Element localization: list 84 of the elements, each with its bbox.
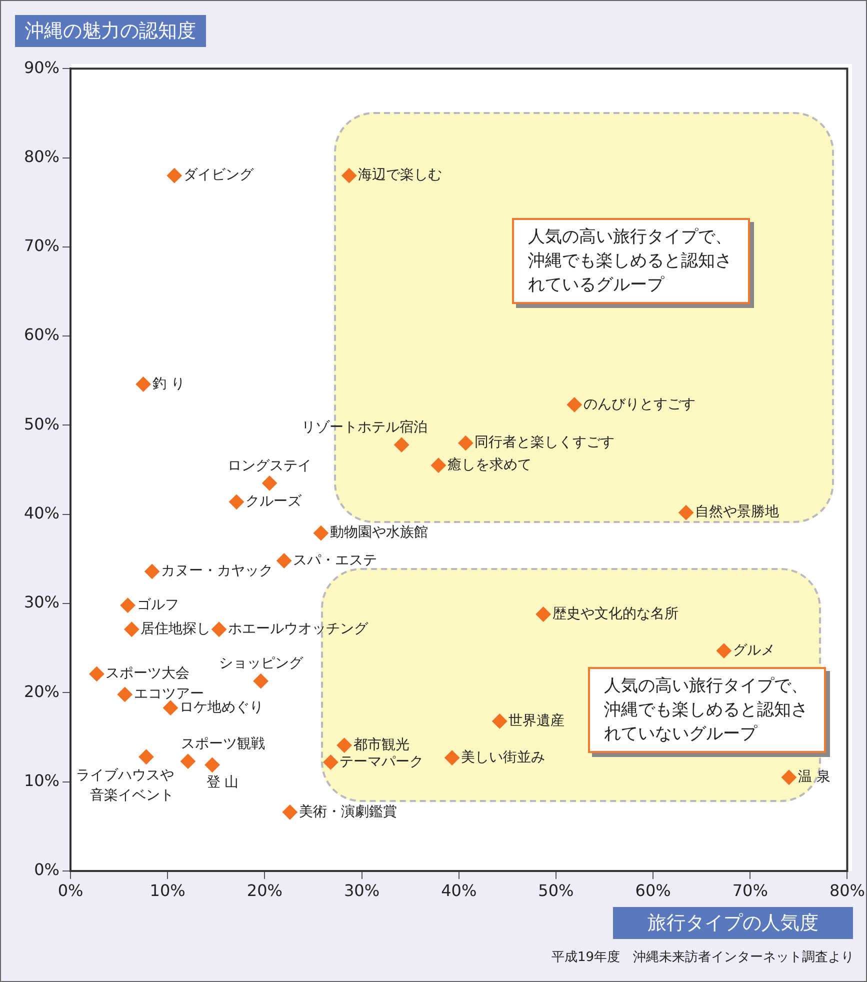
- point: [781, 770, 796, 785]
- x-tick-label: 0%: [58, 880, 84, 900]
- series-label: ホエールウオッチング: [228, 621, 370, 638]
- point: [492, 714, 508, 729]
- series-label: のんびりとすごす: [583, 396, 696, 412]
- point: [444, 750, 460, 766]
- point: [394, 437, 410, 452]
- annotation: 人気の高い旅行タイプで、沖縄でも楽しめると認知されていないグループ: [588, 667, 826, 753]
- series-label: スパ・エステ: [293, 552, 378, 568]
- series-label: ダイビング: [183, 167, 254, 184]
- y-tick-label: 0%: [34, 860, 60, 880]
- x-tick-label: 70%: [732, 880, 768, 900]
- x-tick-label: 20%: [246, 880, 282, 900]
- series-label: 動物園や水族館: [330, 524, 428, 541]
- series-label: 都市観光: [353, 736, 410, 753]
- series-label: 釣 り: [152, 376, 185, 392]
- point: [163, 700, 178, 716]
- point: [166, 168, 182, 184]
- series-label: スポーツ大会: [106, 666, 190, 682]
- y-tick-label: 40%: [24, 504, 60, 523]
- series-label: 海辺で楽しむ: [358, 167, 442, 184]
- y-tick-label: 70%: [24, 236, 60, 256]
- series-label: ロングステイ: [228, 458, 312, 474]
- point: [566, 397, 582, 412]
- point: [458, 436, 474, 451]
- series-label: スポーツ観戦: [180, 736, 265, 752]
- point: [136, 376, 151, 392]
- x-tick-label: 60%: [635, 880, 671, 900]
- series-label: 美術・演劇鑑賞: [298, 804, 397, 820]
- point: [120, 598, 136, 613]
- point: [430, 458, 446, 473]
- point: [282, 804, 298, 820]
- series-label: ライブハウスや音楽イベント: [76, 768, 174, 804]
- point: [204, 757, 220, 772]
- point: [313, 526, 328, 541]
- series-label: リゾートホテル宿泊: [302, 419, 428, 436]
- series-label: 歴史や文化的な名所: [552, 606, 678, 622]
- y-axis-title: 沖縄の魅力の認知度: [15, 15, 206, 47]
- y-tick-label: 50%: [24, 414, 60, 434]
- point: [180, 754, 196, 769]
- series-label: クルーズ: [246, 494, 303, 510]
- series-label: 癒しを求めて: [447, 456, 532, 473]
- x-tick-label: 80%: [829, 880, 865, 900]
- y-tick-label: 10%: [24, 771, 60, 790]
- point: [323, 754, 338, 770]
- point: [342, 168, 357, 184]
- x-tick-label: 50%: [538, 880, 574, 900]
- point: [536, 606, 551, 622]
- x-axis-title: 旅行タイプの人気度: [613, 907, 853, 939]
- point: [212, 622, 227, 637]
- series-label: 同行者と楽しくすごす: [474, 434, 615, 451]
- point: [716, 643, 732, 658]
- y-tick-label: 20%: [24, 682, 60, 701]
- point: [678, 505, 694, 520]
- point: [276, 553, 292, 568]
- series-label: 居住地探し: [140, 621, 211, 638]
- point: [253, 674, 268, 689]
- x-tick-label: 10%: [150, 880, 186, 900]
- point: [117, 686, 132, 702]
- point: [138, 749, 154, 764]
- point: [89, 666, 104, 682]
- series-label: カヌー・カヤック: [161, 563, 274, 580]
- series-label: グルメ: [732, 642, 775, 658]
- point: [336, 738, 352, 753]
- series-label: ゴルフ: [136, 596, 179, 613]
- y-tick-label: 90%: [24, 58, 60, 77]
- series-label: 美しい街並み: [461, 749, 546, 766]
- y-tick-label: 80%: [24, 146, 60, 166]
- y-tick-label: 60%: [24, 325, 60, 344]
- series-label: 温 泉: [798, 769, 830, 786]
- series-label: テーマパーク: [340, 754, 424, 770]
- y-tick-label: 30%: [24, 592, 60, 612]
- series-label: ショッピング: [218, 656, 304, 672]
- annotation: 人気の高い旅行タイプで、沖縄でも楽しめると認知されているグループ: [512, 218, 750, 304]
- text: 平成19年度 沖縄未来訪者インターネット調査より: [551, 949, 854, 966]
- series-label: 登 山: [206, 774, 239, 791]
- point: [144, 564, 160, 579]
- series-label: 世界遺産: [508, 712, 565, 729]
- x-tick-label: 40%: [441, 880, 477, 900]
- point: [262, 476, 278, 491]
- point: [124, 622, 140, 637]
- point: [229, 494, 244, 510]
- series-label: 自然や景勝地: [695, 504, 780, 520]
- x-tick-label: 30%: [344, 880, 380, 900]
